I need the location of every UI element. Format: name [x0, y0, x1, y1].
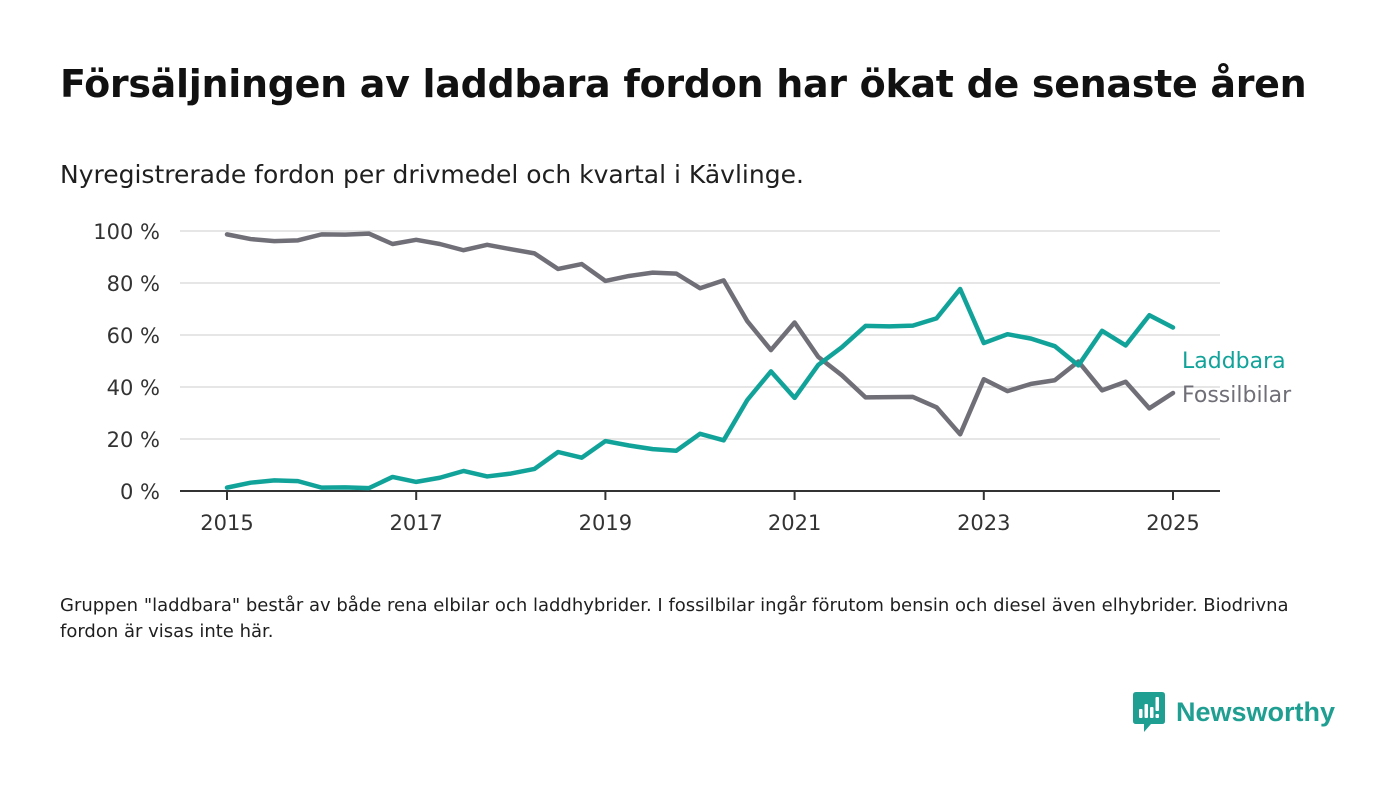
chart-subtitle: Nyregistrerade fordon per drivmedel och …: [60, 160, 804, 189]
y-tick-label: 20 %: [107, 428, 160, 452]
y-tick-label: 80 %: [107, 272, 160, 296]
x-tick-label: 2023: [957, 511, 1010, 535]
y-tick-label: 100 %: [93, 220, 160, 244]
series-label-laddbara: Laddbara: [1182, 349, 1286, 374]
x-tick-label: 2017: [389, 511, 442, 535]
chart-title: Försäljningen av laddbara fordon har öka…: [60, 62, 1307, 106]
series-label-fossilbilar: Fossilbilar: [1182, 383, 1292, 408]
y-tick-label: 40 %: [107, 376, 160, 400]
y-axis: 0 % 20 % 40 % 60 % 80 % 100 %: [93, 220, 160, 504]
newsworthy-logo-icon: [1133, 692, 1165, 732]
y-tick-label: 0 %: [120, 480, 160, 504]
footnote: Gruppen "laddbara" består av både rena e…: [60, 595, 1289, 642]
x-tick-label: 2015: [200, 511, 253, 535]
brand-logo[interactable]: Newsworthy: [1132, 690, 1335, 734]
x-axis: 2015 2017 2019 2021 2023 2025: [180, 490, 1220, 535]
gridlines: [180, 230, 1220, 440]
y-tick-label: 60 %: [107, 324, 160, 348]
x-tick-label: 2025: [1146, 511, 1199, 535]
brand-name: Newsworthy: [1176, 696, 1336, 727]
x-tick-label: 2021: [768, 511, 821, 535]
line-chart: 0 % 20 % 40 % 60 % 80 % 100 % 2015 2017 2019 202…: [93, 220, 1292, 535]
series-labels: Laddbara Fossilbilar: [1182, 349, 1292, 408]
x-tick-label: 2019: [579, 511, 632, 535]
series-line-fossilbilar: [224, 231, 1176, 437]
series-line-laddbara: [224, 286, 1176, 491]
series-lines: [224, 231, 1176, 491]
